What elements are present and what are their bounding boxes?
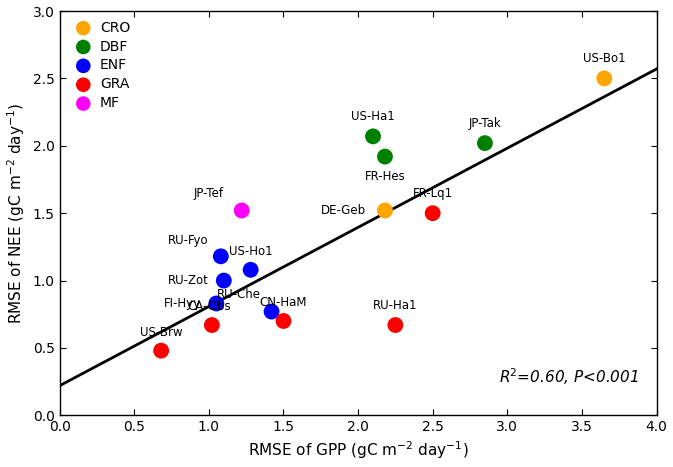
Point: [599, 75, 610, 82]
X-axis label: RMSE of GPP (gC m$^{-2}$ day$^{-1}$): RMSE of GPP (gC m$^{-2}$ day$^{-1}$): [248, 440, 468, 461]
Text: JP-Tef: JP-Tef: [194, 187, 224, 200]
Text: US-Ha1: US-Ha1: [351, 110, 395, 123]
Text: FR-Lq1: FR-Lq1: [413, 187, 453, 200]
Point: [219, 277, 229, 284]
Point: [236, 207, 247, 214]
Point: [211, 300, 221, 307]
Legend: CRO, DBF, ENF, GRA, MF: CRO, DBF, ENF, GRA, MF: [67, 18, 133, 113]
Point: [207, 321, 217, 329]
Text: RU-Ha1: RU-Ha1: [373, 298, 418, 311]
Point: [155, 347, 166, 354]
Text: US-Ho1: US-Ho1: [229, 245, 273, 258]
Text: RU-Fyo: RU-Fyo: [168, 234, 209, 247]
Point: [245, 266, 256, 274]
Text: FI-Hyy: FI-Hyy: [164, 297, 201, 310]
Point: [278, 317, 289, 325]
Point: [380, 153, 390, 160]
Text: CN-HaM: CN-HaM: [260, 296, 308, 309]
Text: US-Bo1: US-Bo1: [583, 52, 626, 65]
Point: [367, 133, 378, 140]
Text: FR-Hes: FR-Hes: [365, 170, 405, 183]
Text: DE-Geb: DE-Geb: [320, 204, 365, 217]
Y-axis label: RMSE of NEE (gC m$^{-2}$ day$^{-1}$): RMSE of NEE (gC m$^{-2}$ day$^{-1}$): [5, 103, 27, 324]
Point: [215, 253, 226, 260]
Text: US-Brw: US-Brw: [140, 325, 182, 339]
Point: [390, 321, 401, 329]
Text: R$^{2}$=0.60, P<0.001: R$^{2}$=0.60, P<0.001: [499, 366, 639, 387]
Point: [480, 139, 491, 147]
Text: RU-Zot: RU-Zot: [168, 274, 209, 287]
Text: CA-Obs: CA-Obs: [187, 300, 231, 313]
Text: JP-Tak: JP-Tak: [468, 117, 501, 130]
Text: RU-Che: RU-Che: [217, 288, 261, 301]
Point: [266, 308, 277, 315]
Point: [380, 207, 390, 214]
Point: [427, 210, 438, 217]
